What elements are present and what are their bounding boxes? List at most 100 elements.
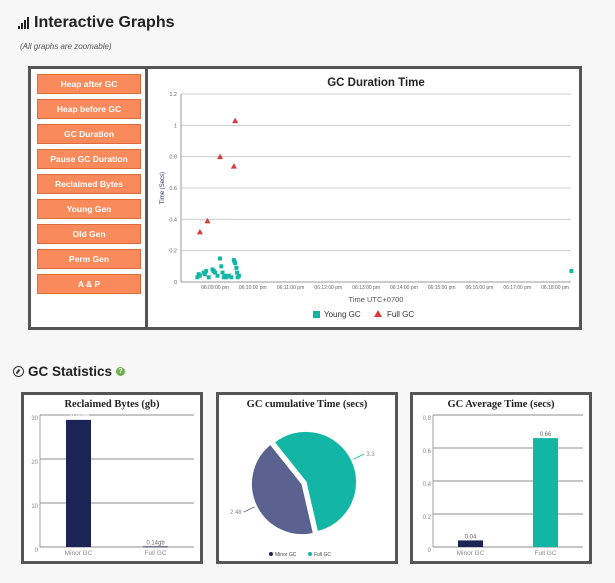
legend-full-label: Full GC (387, 310, 414, 319)
young-gc-point (204, 269, 209, 274)
legend-full-swatch (308, 552, 312, 556)
legend-full-swatch (374, 310, 382, 317)
legend-young-swatch (313, 311, 320, 318)
x-tick-label: 06:09:00 pm (201, 285, 229, 291)
gc-duration-svg[interactable]: GC Duration Time 0 0.2 0.4 0.6 0.8 1 1.2 Time (S… (151, 69, 582, 327)
data-label: 0.14gb (146, 540, 165, 546)
pie-leader-line (353, 453, 365, 460)
pie-data-label: 3.3 (366, 452, 375, 458)
x-tick-label: Full GC (534, 550, 556, 557)
data-label: 0.66 (540, 432, 552, 438)
x-axis-label: Time UTC+0700 (349, 295, 404, 304)
young-gc-point (220, 270, 225, 275)
y-tick-label: 0 (428, 548, 432, 554)
menu-button-old-gen[interactable]: Old Gen (37, 224, 141, 244)
interactive-graphs-heading: Interactive Graphs (18, 14, 175, 32)
young-gc-point (197, 273, 202, 278)
young-gc-point (206, 275, 211, 280)
y-tick-label: 0.2 (423, 515, 432, 521)
young-gc-point (234, 265, 239, 270)
x-tick-label: 06:16:00 pm (466, 285, 494, 291)
gc-cumulative-time-card: GC cumulative Time (secs) 2.48 3.3 Minor G… (216, 392, 398, 564)
signal-bars-icon (18, 17, 29, 29)
young-gc-point (229, 275, 234, 280)
y-tick-label: 0.2 (169, 249, 177, 255)
gc-average-time-card: GC Average Time (secs) 0 0.2 0.4 0.6 0.8 0.04… (410, 392, 592, 564)
y-tick-label: 0 (35, 548, 39, 554)
menu-button-pause-gc-duration[interactable]: Pause GC Duration (37, 149, 141, 169)
x-tick-label: 06:15:00 pm (428, 285, 456, 291)
data-label: 0.04 (465, 534, 477, 540)
legend-young-label: Young GC (324, 310, 361, 319)
gc-statistics-title: GC Statistics (28, 364, 113, 379)
gc-duration-chart[interactable]: GC Duration Time 0 0.2 0.4 0.6 0.8 1 1.2 Time (S… (151, 69, 579, 327)
y-tick-label: 20 (31, 460, 38, 466)
young-gc-point (226, 273, 231, 278)
reclaimed-bytes-title: Reclaimed Bytes (gb) (64, 399, 160, 410)
gc-cumulative-time-title: GC cumulative Time (secs) (246, 399, 368, 410)
zoom-note: (All graphs are zoomable) (20, 42, 112, 51)
young-gc-point (195, 275, 200, 280)
young-gc-point (219, 264, 224, 269)
gc-average-time-chart[interactable]: 0 0.2 0.4 0.6 0.8 0.04 Minor GC 0.66 Full GC (413, 395, 589, 561)
legend-minor-swatch (269, 552, 273, 556)
y-tick-label: 0.6 (423, 449, 432, 455)
full-gc-point (232, 117, 239, 124)
x-tick-label: 06:11:00 pm (277, 285, 304, 291)
bar-full-gc (143, 546, 168, 548)
graph-menu: Heap after GC Heap before GC GC Duration Pa… (31, 69, 148, 327)
x-tick-label: 06:10:00 pm (239, 285, 267, 291)
x-tick-label: 06:18:00 pm (541, 285, 569, 291)
young-gc-point (215, 273, 220, 278)
menu-button-gc-duration[interactable]: GC Duration (37, 124, 141, 144)
menu-button-a-p[interactable]: A & P (37, 274, 141, 294)
bar-minor-gc (458, 540, 483, 547)
x-tick-label: Minor GC (65, 550, 93, 557)
menu-button-reclaimed-bytes[interactable]: Reclaimed Bytes (37, 174, 141, 194)
legend-minor-label: Minor GC (275, 552, 297, 558)
y-tick-label: 0.4 (169, 217, 177, 223)
reclaimed-bytes-chart[interactable]: 0 10 20 30 28.89gb Minor GC 0.14gb Full GC (24, 395, 200, 561)
y-tick-label: 0.4 (423, 482, 432, 488)
gauge-icon (13, 366, 24, 377)
full-gc-point (204, 217, 211, 224)
y-tick-label: 1 (174, 123, 177, 129)
menu-button-young-gen[interactable]: Young Gen (37, 199, 141, 219)
pie-slice-minor-gc (250, 442, 315, 536)
young-gc-point (213, 270, 217, 275)
data-label: 28.89gb (68, 414, 90, 420)
full-gc-point (230, 163, 237, 169)
y-tick-label: 30 (31, 416, 38, 422)
bar-full-gc (533, 438, 558, 547)
young-gc-point (233, 261, 238, 266)
x-tick-label: 06:13:00 pm (352, 285, 380, 291)
menu-button-heap-after-gc[interactable]: Heap after GC (37, 74, 141, 94)
heading-text: Interactive Graphs (34, 14, 175, 31)
y-axis-label: Time (Secs) (160, 172, 166, 204)
y-tick-label: 1.2 (169, 92, 177, 98)
y-tick-label: 0.8 (423, 416, 432, 422)
young-gc-point (202, 272, 207, 277)
menu-button-heap-before-gc[interactable]: Heap before GC (37, 99, 141, 119)
y-tick-label: 10 (31, 504, 38, 510)
y-tick-label: 0.6 (169, 186, 177, 192)
young-gc-point (224, 275, 229, 280)
young-gc-point (218, 256, 223, 261)
bar-minor-gc (66, 419, 91, 547)
pie-leader-line (243, 506, 255, 513)
x-tick-label: 06:17:00 pm (503, 285, 531, 291)
menu-button-perm-gen[interactable]: Perm Gen (37, 249, 141, 269)
reclaimed-bytes-card: Reclaimed Bytes (gb) 0 10 20 30 28.89gb Minor… (21, 392, 203, 564)
x-tick-label: 06:12:00 pm (314, 285, 342, 291)
pie-data-label: 2.48 (230, 510, 242, 516)
young-gc-point (236, 273, 241, 278)
full-gc-point (217, 153, 224, 160)
young-gc-point (569, 269, 574, 274)
x-tick-label: Minor GC (457, 550, 485, 557)
gc-cumulative-time-chart[interactable]: 2.48 3.3 Minor GC Full GC (219, 395, 395, 561)
y-tick-label: 0.8 (169, 155, 177, 161)
full-gc-point (196, 228, 203, 235)
help-icon[interactable]: ? (116, 367, 126, 376)
pie-slice-full-gc (272, 430, 358, 533)
x-tick-label: 06:14:00 pm (390, 285, 418, 291)
